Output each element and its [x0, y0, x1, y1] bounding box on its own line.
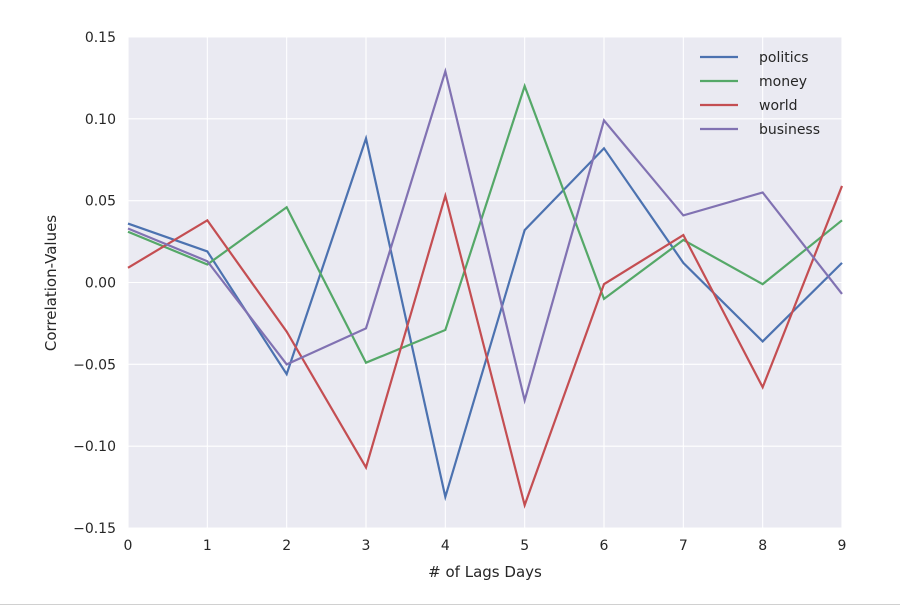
- series-lines: [127, 67, 844, 509]
- y-tick-label: 0.10: [85, 112, 116, 128]
- x-tick-label: 2: [282, 538, 291, 554]
- y-axis-label: Correlation-Values: [42, 215, 60, 351]
- x-tick-label: 4: [441, 538, 450, 554]
- x-tick-label: 6: [600, 538, 609, 554]
- x-axis-label: # of Lags Days: [428, 563, 542, 581]
- series-line-world: [127, 185, 844, 509]
- y-tick-label: −0.15: [73, 521, 116, 537]
- x-tick-label: 8: [758, 538, 767, 554]
- y-tick-label: 0.15: [85, 30, 116, 46]
- y-tick-label: 0.00: [85, 276, 116, 292]
- bottom-divider: [0, 604, 900, 605]
- x-tick-label: 9: [838, 538, 847, 554]
- y-tick-labels: 0.15 0.10 0.05 0.00 −0.05 −0.10 −0.15: [73, 30, 116, 537]
- legend: politics money world business: [700, 50, 820, 138]
- series-line-money: [127, 82, 843, 365]
- x-tick-label: 7: [679, 538, 688, 554]
- x-tick-label: 5: [520, 538, 529, 554]
- x-tick-label: 3: [362, 538, 371, 554]
- y-tick-label: −0.05: [73, 357, 116, 373]
- x-tick-label: 1: [203, 538, 212, 554]
- legend-label-money: money: [759, 74, 807, 90]
- legend-label-world: world: [759, 98, 798, 114]
- y-tick-label: 0.05: [85, 194, 116, 210]
- y-tick-label: −0.10: [73, 439, 116, 455]
- legend-label-politics: politics: [759, 50, 809, 66]
- x-tick-labels: 0 1 2 3 4 5 6 7 8 9: [124, 538, 847, 554]
- legend-label-business: business: [759, 122, 820, 138]
- series-line-business: [127, 67, 843, 405]
- x-tick-label: 0: [124, 538, 133, 554]
